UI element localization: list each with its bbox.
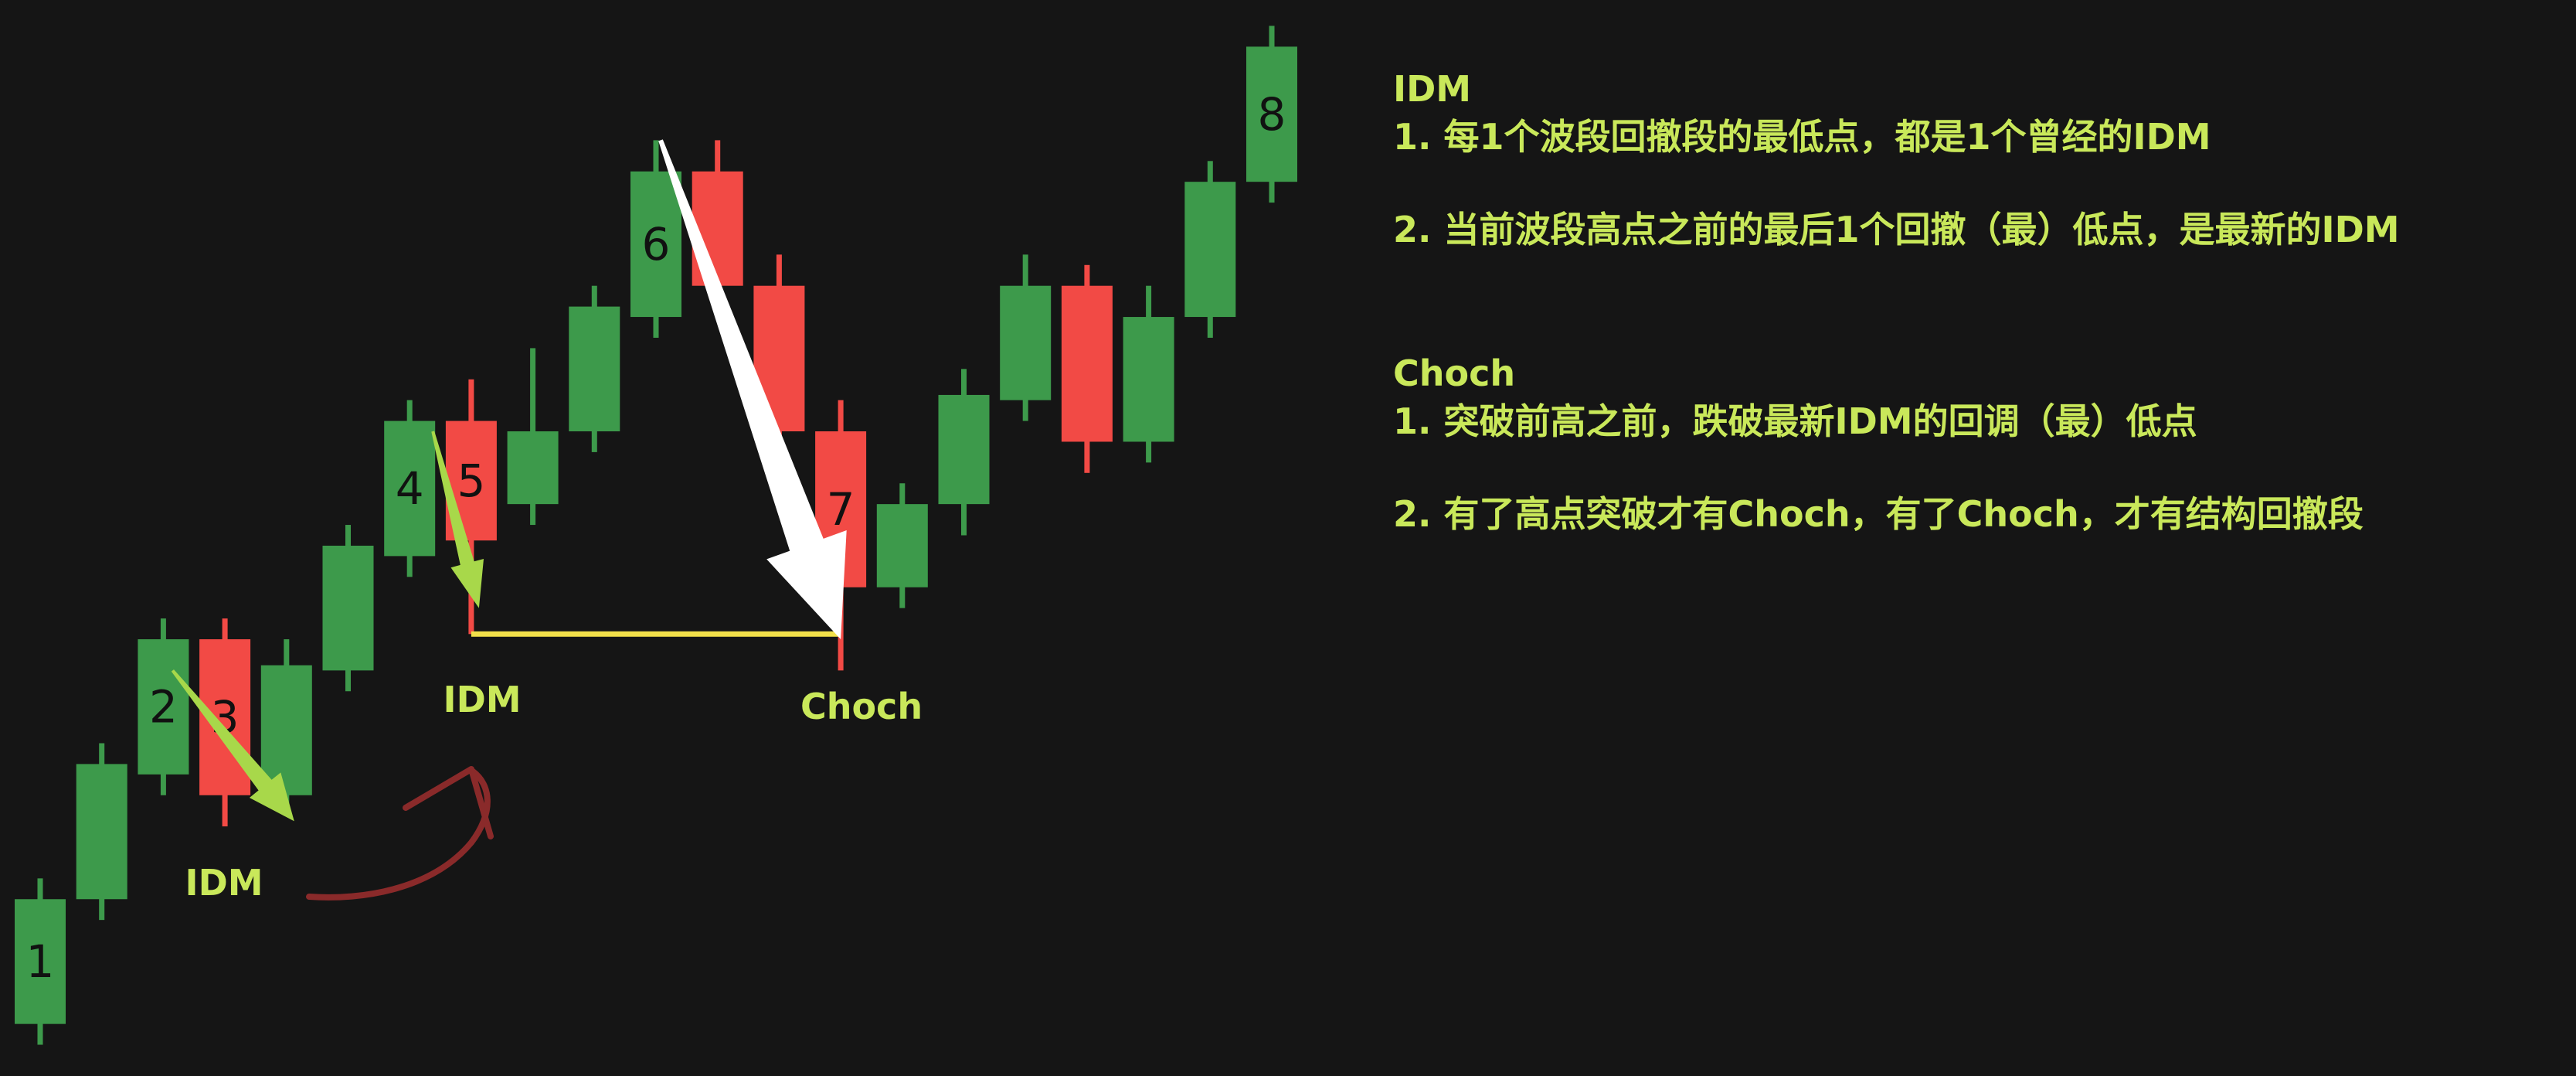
candle-number-label: 7 [827,483,855,536]
candle-20 [1184,161,1236,338]
candle-body [569,306,620,431]
candle-body [938,394,990,505]
candle-4: 3 [199,618,251,827]
green-arrow-icon [431,431,484,608]
green-arrow-icon [171,669,294,822]
candle-number-label: 6 [642,218,671,271]
annotation-idm: IDM [443,679,521,720]
candle-number-label: 4 [396,462,424,515]
candle-number-label: 2 [149,680,178,733]
candle-body [260,665,312,795]
candle-body [1000,285,1052,400]
idm-note-2: 2. 当前波段高点之前的最后1个回撤（最）低点，是最新的IDM [1393,209,2400,250]
candle-body [1246,46,1297,182]
candle-body [384,421,436,557]
candle-body [1184,182,1236,318]
candle-17 [1000,254,1052,421]
idm-note-1: 1. 每1个波段回撤段的最低点，都是1个曾经的IDM [1393,116,2211,158]
notes-panel: IDM 1. 每1个波段回撤段的最低点，都是1个曾经的IDM 2. 当前波段高点… [1393,65,2552,538]
idm-heading: IDM [1393,68,1472,110]
white-arrow-icon [658,139,847,639]
candle-21: 8 [1246,26,1297,203]
candle-body [876,504,928,587]
candle-3: 2 [138,618,189,795]
candle-16 [938,369,990,536]
candle-number-label: 1 [26,935,55,988]
candle-19 [1123,285,1174,463]
candle-6 [322,525,374,692]
curved-arrow-icon [306,768,491,901]
candle-number-label: 8 [1258,88,1286,141]
candle-body [1123,317,1174,442]
candle-body [138,639,189,775]
candle-body [507,431,559,505]
candle-12 [692,140,743,297]
curved-arrow-head-icon [403,766,494,839]
annotation-idm: IDM [185,862,263,904]
candle-body [76,764,127,900]
candle-2 [76,743,127,921]
candle-11: 6 [630,140,681,338]
candle-body [1061,285,1113,442]
candle-1: 1 [15,878,66,1045]
labels-layer: IDM IDM Choch [185,679,923,904]
candle-5 [260,639,312,816]
candle-7: 4 [384,400,436,577]
choch-note-1: 1. 突破前高之前，跌破最新IDM的回调（最）低点 [1393,400,2197,442]
candle-18 [1061,264,1113,473]
candle-number-label: 5 [457,455,485,507]
choch-note-2: 2. 有了高点突破才有Choch，有了Choch，才有结构回撤段 [1393,493,2364,535]
annotation-choch: Choch [800,686,923,727]
candle-body [630,171,681,318]
candle-body [15,899,66,1024]
arrows-layer [171,139,847,901]
candle-15 [876,483,928,608]
candle-9 [507,348,559,526]
choch-heading: Choch [1393,352,1516,394]
candle-body [322,545,374,671]
candle-10 [569,285,620,452]
